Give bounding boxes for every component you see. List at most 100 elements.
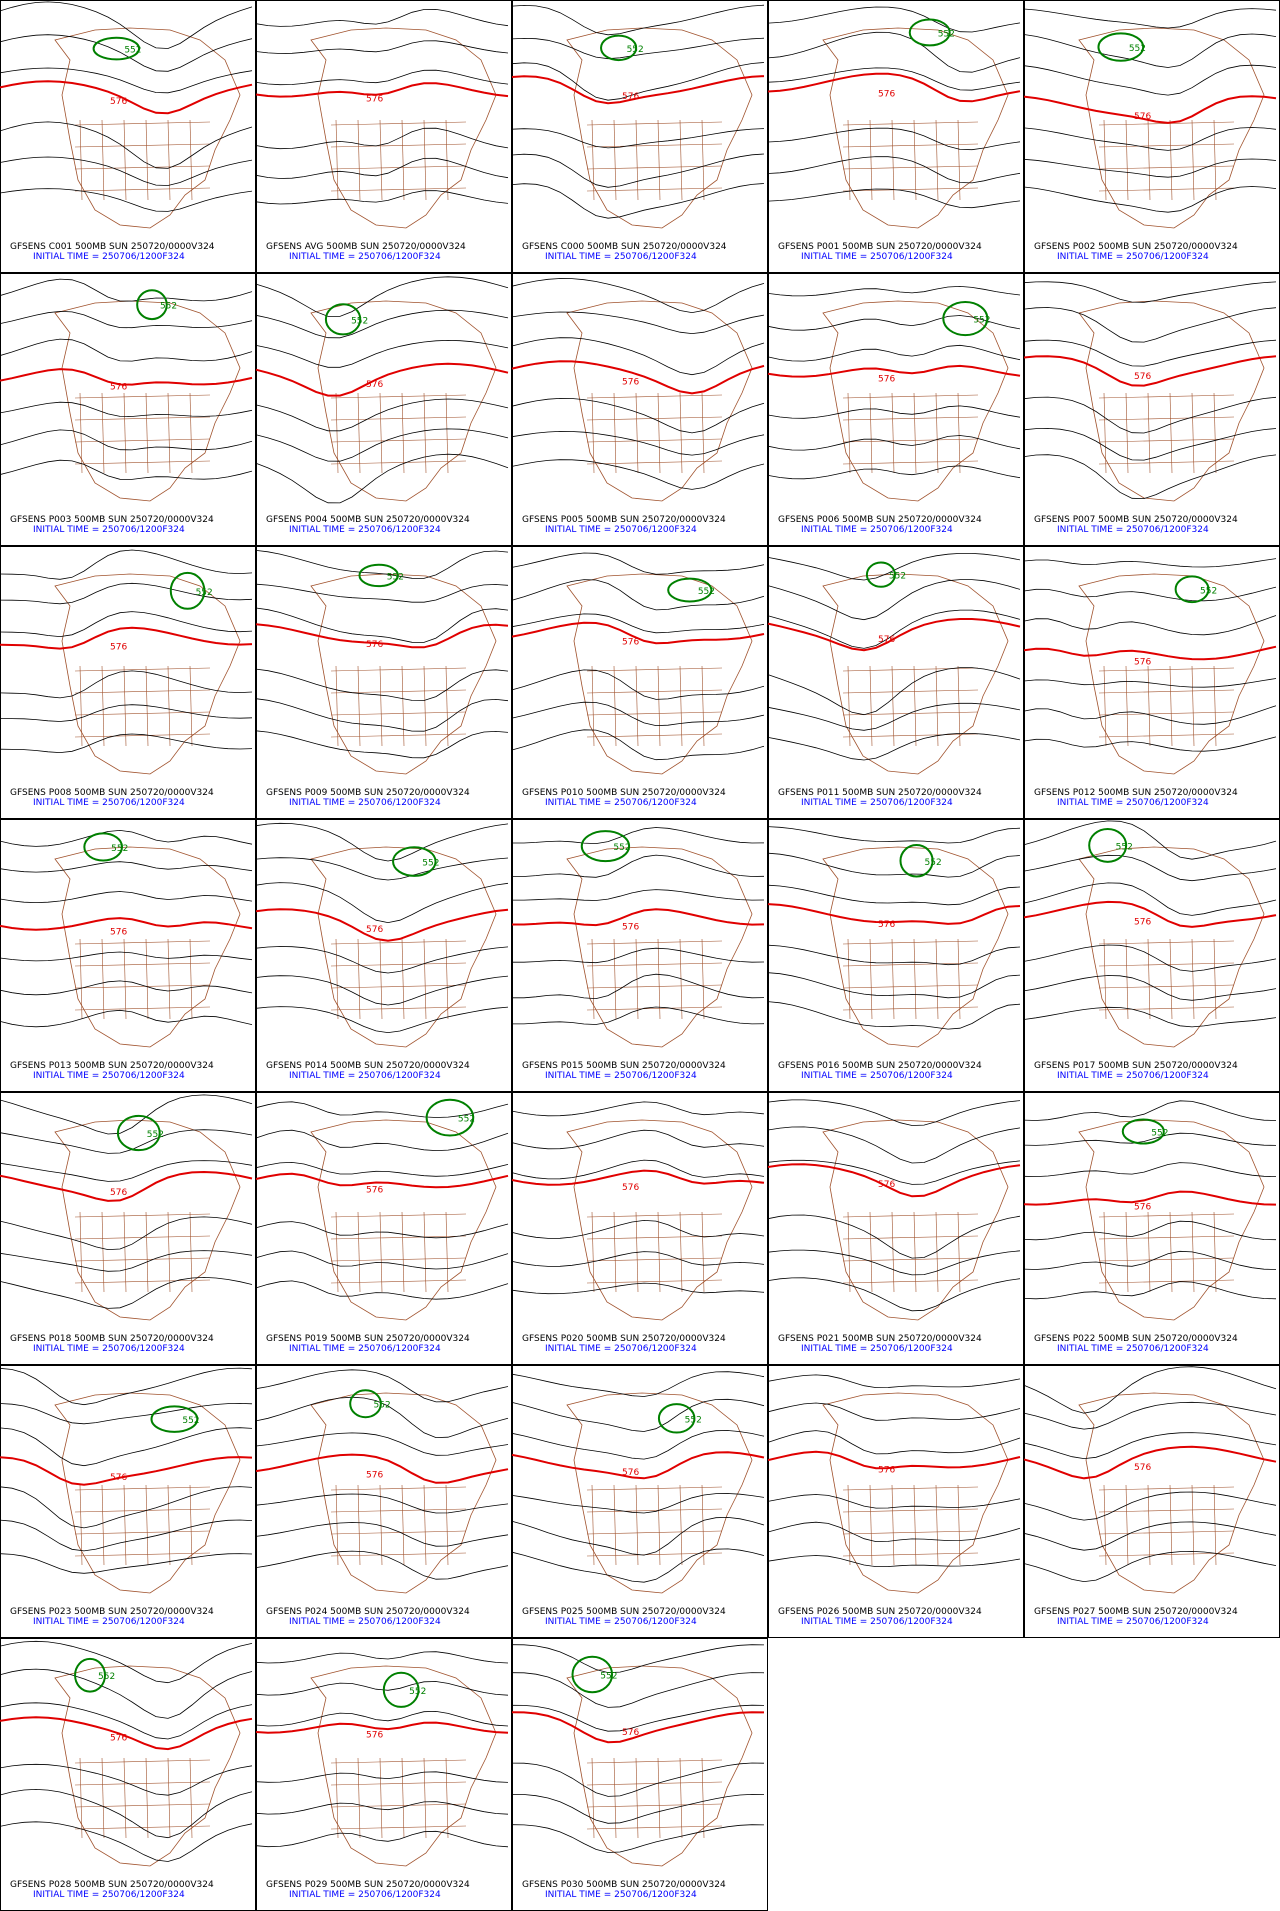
- contour-576: [1023, 355, 1277, 387]
- state-border: [935, 938, 939, 1020]
- state-border: [586, 711, 723, 716]
- coastline: [566, 573, 753, 775]
- state-border: [401, 665, 405, 747]
- height-contour: [255, 1830, 509, 1848]
- coastline: [54, 27, 241, 229]
- height-contour: [767, 826, 1021, 844]
- state-border: [591, 938, 595, 1020]
- coastline: [54, 1665, 241, 1867]
- state-border: [657, 1211, 661, 1293]
- height-contour: [255, 1681, 509, 1696]
- height-contour: [512, 1006, 765, 1025]
- height-contour: [767, 156, 1021, 184]
- state-border: [74, 1508, 211, 1513]
- contour-552: [169, 571, 206, 610]
- state-border: [586, 1279, 723, 1284]
- state-border: [330, 667, 467, 672]
- height-contour: [1023, 127, 1277, 151]
- panel-caption: GFSENS P009 500MB SUN 250720/0000V324: [266, 788, 470, 798]
- state-border: [891, 392, 895, 474]
- state-border: [189, 1484, 193, 1566]
- contour-label: 576: [366, 640, 383, 650]
- height-contour: [0, 1821, 253, 1862]
- panel-frame: [768, 819, 1024, 1092]
- state-border: [1169, 938, 1173, 1020]
- height-contour: [1023, 1220, 1277, 1241]
- panel-caption: GFSENS P029 500MB SUN 250720/0000V324: [266, 1880, 470, 1890]
- contour-552: [349, 1389, 382, 1419]
- state-border: [330, 438, 467, 443]
- panel-init-time: INITIAL TIME = 250706/1200F324: [289, 1344, 441, 1354]
- state-border: [586, 1759, 723, 1764]
- height-contour: [255, 398, 509, 432]
- state-border: [679, 1757, 683, 1839]
- height-contour: [767, 702, 1021, 731]
- state-border: [1098, 416, 1235, 421]
- height-contour: [255, 822, 509, 862]
- contour-552: [942, 301, 989, 337]
- state-border: [145, 938, 149, 1020]
- state-border: [1098, 1006, 1235, 1011]
- height-contour: [255, 1221, 509, 1239]
- contour-label: 576: [622, 1468, 639, 1478]
- state-border: [1125, 119, 1129, 201]
- coastline: [566, 27, 753, 229]
- height-contour: [0, 1402, 253, 1425]
- contour-label: 552: [160, 302, 177, 312]
- contour-label: 576: [110, 1473, 127, 1483]
- panel-init-time: INITIAL TIME = 250706/1200F324: [33, 798, 185, 808]
- contour-576: [0, 626, 253, 650]
- height-contour: [511, 1101, 765, 1117]
- map-panel: 576 552 GFSENS C001 500MB SUN 250720/0000V…: [0, 0, 256, 273]
- state-border: [189, 938, 193, 1020]
- height-contour: [1023, 882, 1277, 916]
- map-panel: 576 552 GFSENS P025 500MB SUN 250720/0000V…: [511, 1365, 768, 1638]
- contour-552: [136, 289, 168, 321]
- contour-label: 576: [1134, 112, 1151, 122]
- state-border: [1213, 665, 1217, 747]
- state-border: [1098, 143, 1235, 148]
- contour-552: [382, 1671, 420, 1708]
- panel-caption: GFSENS P005 500MB SUN 250720/0000V324: [522, 515, 726, 525]
- map-panel: 576 552 GFSENS P018 500MB SUN 250720/0000V…: [0, 1092, 256, 1365]
- state-border: [330, 1508, 467, 1513]
- height-contour: [511, 153, 765, 188]
- state-border: [1098, 165, 1235, 170]
- state-border: [1098, 711, 1235, 716]
- height-contour: [511, 311, 765, 335]
- state-border: [189, 392, 193, 474]
- contour-552: [324, 303, 362, 336]
- map-panel: 576 552 GFSENS P029 500MB SUN 250720/0000V…: [255, 1638, 512, 1911]
- state-border: [330, 940, 467, 945]
- state-border: [1213, 1211, 1217, 1293]
- map-panel: 576 552 GFSENS P017 500MB SUN 250720/0000V…: [1023, 819, 1280, 1092]
- coastline: [310, 1392, 497, 1594]
- coastline: [310, 1665, 497, 1867]
- state-border: [913, 119, 917, 201]
- height-contour: [511, 278, 765, 314]
- height-contour: [1023, 427, 1277, 461]
- state-border: [123, 392, 127, 474]
- state-border: [613, 938, 617, 1020]
- height-contour: [255, 157, 509, 179]
- panel-init-time: INITIAL TIME = 250706/1200F324: [289, 252, 441, 262]
- panel-frame: [256, 273, 512, 546]
- map-panel: 576 552 GFSENS P010 500MB SUN 250720/0000V…: [511, 546, 768, 819]
- contour-576: [511, 1451, 765, 1480]
- height-contour: [767, 1277, 1021, 1312]
- contour-label: 576: [878, 920, 895, 930]
- state-border: [74, 940, 211, 945]
- state-border: [869, 1484, 873, 1566]
- contour-label: 552: [973, 316, 990, 326]
- height-contour: [0, 1486, 253, 1529]
- contour-label: 576: [366, 1185, 383, 1195]
- state-border: [869, 665, 873, 747]
- state-border: [330, 460, 467, 465]
- state-border: [1098, 1486, 1235, 1491]
- height-contour: [0, 1129, 253, 1154]
- height-contour: [0, 1640, 253, 1684]
- state-border: [101, 392, 105, 474]
- panel-frame: [512, 819, 768, 1092]
- coastline: [566, 1119, 753, 1321]
- contour-576: [1023, 1445, 1277, 1480]
